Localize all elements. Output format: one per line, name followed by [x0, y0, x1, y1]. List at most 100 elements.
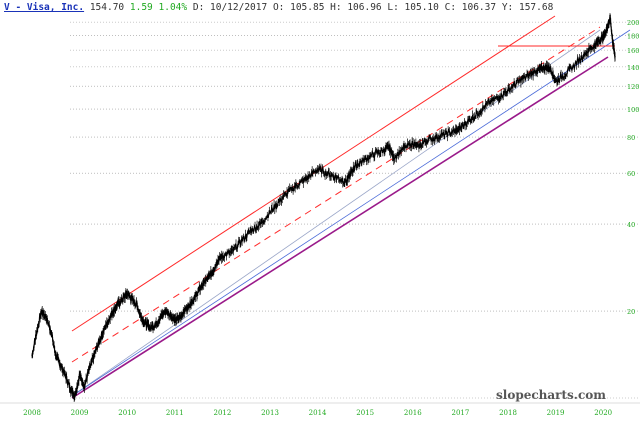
- x-tick-label: 2019: [547, 409, 565, 417]
- price-point: [288, 190, 290, 192]
- x-axis: 2008 2009 2010 2011 2012 2013 2014 2015 2016 2017…: [0, 402, 640, 417]
- blue-trend-line: [71, 29, 631, 397]
- price-point: [83, 385, 85, 387]
- y-tick-label: 80: [627, 134, 635, 142]
- y-axis: 20 40 60 80 100 120 140 160 180 200: [627, 19, 639, 316]
- x-tick-label: 2013: [261, 409, 279, 417]
- price-point: [478, 111, 481, 113]
- low-readout: L: 105.10: [387, 2, 439, 13]
- watermark: slopecharts.com: [496, 388, 606, 402]
- price-point: [183, 310, 185, 312]
- price-point: [202, 282, 204, 284]
- price-point: [597, 40, 600, 42]
- price-point: [217, 259, 219, 261]
- y-tick-label: 60: [627, 170, 635, 178]
- price-point: [545, 66, 547, 68]
- price-point: [526, 75, 528, 77]
- price-point: [50, 330, 52, 333]
- price-point: [207, 277, 209, 279]
- price-point: [145, 323, 147, 325]
- y-tick-label: 100: [627, 106, 639, 114]
- price-point: [374, 153, 376, 155]
- price-change-pct: 1.04%: [158, 2, 188, 13]
- price-point: [350, 172, 352, 174]
- price-point: [612, 41, 614, 44]
- price-point: [102, 330, 104, 333]
- price-point: [609, 18, 611, 20]
- price-point: [345, 181, 347, 183]
- price-point: [583, 53, 585, 55]
- chart-header: V - Visa, Inc. 154.70 1.59 1.04% D: 10/1…: [4, 2, 553, 13]
- price-point: [364, 158, 366, 160]
- price-point: [69, 387, 71, 389]
- lower-channel-line: [71, 56, 609, 399]
- price-point: [121, 298, 124, 300]
- price-point: [426, 139, 428, 141]
- y-tick-label: 20: [627, 308, 635, 316]
- price-point: [36, 330, 38, 333]
- price-point: [269, 211, 271, 213]
- price-point: [174, 320, 176, 322]
- price-point: [64, 374, 66, 376]
- price-point: [455, 130, 457, 132]
- price-point: [393, 156, 395, 159]
- price-series: [31, 13, 616, 402]
- price-point: [416, 146, 419, 148]
- x-tick-label: 2011: [166, 409, 184, 417]
- price-point: [193, 298, 195, 300]
- price-point: [55, 355, 57, 357]
- price-point: [388, 146, 390, 148]
- thin-trend-line: [71, 29, 601, 397]
- x-tick-label: 2015: [356, 409, 374, 417]
- price-point: [436, 136, 438, 138]
- price-point: [140, 316, 143, 319]
- price-point: [240, 240, 243, 242]
- price-point: [593, 45, 595, 47]
- close-readout: C: 106.37: [444, 2, 497, 13]
- price-point: [188, 304, 190, 306]
- price-point: [45, 316, 47, 319]
- price-point: [117, 304, 119, 306]
- date-readout: D: 10/12/2017: [192, 2, 268, 13]
- x-tick-label: 2008: [23, 409, 41, 417]
- price-point: [150, 327, 152, 329]
- price-point: [79, 374, 81, 376]
- x-tick-label: 2017: [451, 409, 469, 417]
- high-readout: H: 106.96: [330, 2, 382, 13]
- y-tick-label: 200: [627, 19, 639, 27]
- symbol-title-link[interactable]: V - Visa, Inc.: [4, 2, 85, 13]
- price-point: [355, 164, 357, 166]
- price-point: [74, 394, 76, 397]
- price-point: [98, 342, 100, 344]
- last-price: 154.70: [89, 2, 125, 13]
- y-readout: Y: 157.68: [501, 2, 554, 13]
- price-point: [93, 355, 95, 357]
- price-point: [126, 292, 128, 295]
- price-point: [131, 298, 133, 300]
- y-tick-label: 160: [627, 47, 639, 55]
- price-point: [614, 55, 616, 58]
- price-point: [317, 168, 319, 170]
- price-point: [40, 310, 43, 312]
- price-point: [278, 200, 281, 202]
- y-tick-label: 120: [627, 83, 639, 91]
- price-point: [535, 69, 538, 72]
- price-point: [540, 68, 542, 70]
- price-point: [550, 68, 552, 70]
- price-point: [607, 24, 609, 26]
- price-point: [326, 172, 328, 174]
- price-change: 1.59: [129, 2, 153, 13]
- y-tick-label: 180: [627, 32, 639, 40]
- price-point: [212, 270, 214, 272]
- price-point: [602, 36, 604, 38]
- price-point: [155, 323, 157, 325]
- price-point: [516, 81, 519, 83]
- x-tick-label: 2010: [118, 409, 136, 417]
- x-tick-label: 2009: [71, 409, 89, 417]
- price-point: [169, 313, 171, 315]
- x-tick-label: 2020: [594, 409, 612, 417]
- trend-lines: [71, 15, 631, 399]
- price-point: [297, 183, 300, 185]
